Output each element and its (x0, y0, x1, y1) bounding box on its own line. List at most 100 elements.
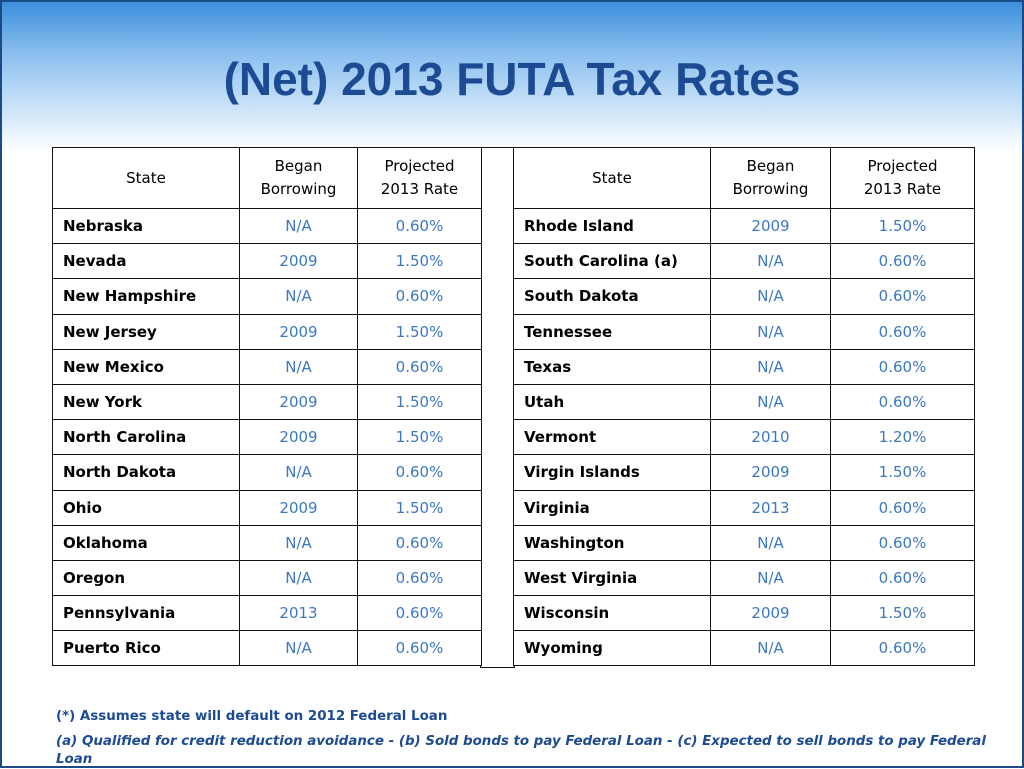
rates-table-right-body: Rhode Island 2009 1.50% South Carolina (a) N… (513, 207, 975, 667)
projected-rate-cell: 0.60% (830, 348, 975, 385)
projected-rate-cell: 0.60% (357, 524, 482, 561)
table-row: Utah N/A 0.60% (513, 383, 975, 421)
began-borrowing-cell: 2013 (710, 489, 831, 526)
rates-table-left-body: Nebraska N/A 0.60% Nevada 2009 1.50% New Hamps… (52, 207, 482, 667)
projected-rate-cell: 0.60% (357, 278, 482, 315)
state-cell: South Carolina (a) (513, 243, 711, 280)
began-borrowing-cell: 2010 (710, 419, 831, 456)
table-header-row: State Began Borrowing Projected 2013 Rate (52, 147, 482, 209)
table-row: Oklahoma N/A 0.60% (52, 524, 482, 561)
state-cell: Virgin Islands (513, 454, 711, 491)
state-cell: New Jersey (52, 313, 240, 350)
projected-rate-cell: 1.20% (830, 419, 975, 456)
state-cell: Nevada (52, 243, 240, 280)
began-borrowing-cell: 2009 (710, 454, 831, 491)
began-borrowing-cell: N/A (239, 630, 358, 667)
state-cell: Oklahoma (52, 524, 240, 561)
header-state: State (513, 147, 711, 209)
rates-table-left: State Began Borrowing Projected 2013 Rate … (52, 147, 482, 667)
began-borrowing-cell: N/A (239, 348, 358, 385)
projected-rate-cell: 0.60% (830, 489, 975, 526)
projected-rate-cell: 1.50% (830, 207, 975, 245)
header-projected-rate: Projected 2013 Rate (830, 147, 975, 209)
projected-rate-cell: 1.50% (357, 383, 482, 421)
began-borrowing-cell: N/A (710, 313, 831, 350)
state-cell: Wyoming (513, 630, 711, 667)
projected-rate-cell: 0.60% (830, 313, 975, 350)
projected-rate-cell: 0.60% (357, 454, 482, 491)
began-borrowing-cell: 2009 (710, 207, 831, 245)
began-borrowing-cell: N/A (239, 454, 358, 491)
began-borrowing-cell: N/A (710, 243, 831, 280)
table-row: New Mexico N/A 0.60% (52, 348, 482, 385)
table-row: Vermont 2010 1.20% (513, 419, 975, 456)
projected-rate-cell: 0.60% (830, 630, 975, 667)
state-cell: Texas (513, 348, 711, 385)
state-cell: Pennsylvania (52, 595, 240, 632)
began-borrowing-cell: N/A (710, 348, 831, 385)
table-header-row: State Began Borrowing Projected 2013 Rate (513, 147, 975, 209)
began-borrowing-cell: 2009 (239, 489, 358, 526)
table-gap-column (480, 147, 515, 668)
state-cell: Oregon (52, 559, 240, 597)
state-cell: New Hampshire (52, 278, 240, 315)
table-row: Wyoming N/A 0.60% (513, 630, 975, 667)
table-row: Nebraska N/A 0.60% (52, 207, 482, 245)
projected-rate-cell: 0.60% (357, 559, 482, 597)
began-borrowing-cell: 2009 (239, 313, 358, 350)
table-row: North Dakota N/A 0.60% (52, 454, 482, 491)
table-row: South Carolina (a) N/A 0.60% (513, 243, 975, 280)
began-borrowing-cell: N/A (239, 278, 358, 315)
header-began-borrowing: Began Borrowing (239, 147, 358, 209)
table-row: Wisconsin 2009 1.50% (513, 595, 975, 632)
projected-rate-cell: 1.50% (357, 243, 482, 280)
state-cell: Rhode Island (513, 207, 711, 245)
projected-rate-cell: 0.60% (830, 278, 975, 315)
table-row: Virgin Islands 2009 1.50% (513, 454, 975, 491)
state-cell: Utah (513, 383, 711, 421)
began-borrowing-cell: 2009 (710, 595, 831, 632)
projected-rate-cell: 0.60% (357, 348, 482, 385)
table-row: Oregon N/A 0.60% (52, 559, 482, 597)
rates-table-right: State Began Borrowing Projected 2013 Rate … (513, 147, 975, 667)
table-row: West Virginia N/A 0.60% (513, 559, 975, 597)
table-row: North Carolina 2009 1.50% (52, 419, 482, 456)
header-state: State (52, 147, 240, 209)
projected-rate-cell: 0.60% (357, 630, 482, 667)
table-row: New Hampshire N/A 0.60% (52, 278, 482, 315)
state-cell: North Dakota (52, 454, 240, 491)
table-row: Texas N/A 0.60% (513, 348, 975, 385)
state-cell: Vermont (513, 419, 711, 456)
state-cell: North Carolina (52, 419, 240, 456)
projected-rate-cell: 0.60% (830, 243, 975, 280)
projected-rate-cell: 0.60% (830, 524, 975, 561)
table-row: New Jersey 2009 1.50% (52, 313, 482, 350)
state-cell: Ohio (52, 489, 240, 526)
state-cell: West Virginia (513, 559, 711, 597)
began-borrowing-cell: N/A (239, 559, 358, 597)
state-cell: Washington (513, 524, 711, 561)
began-borrowing-cell: 2009 (239, 419, 358, 456)
began-borrowing-cell: N/A (239, 207, 358, 245)
began-borrowing-cell: N/A (710, 630, 831, 667)
state-cell: Nebraska (52, 207, 240, 245)
projected-rate-cell: 1.50% (830, 454, 975, 491)
slide-title: (Net) 2013 FUTA Tax Rates (223, 53, 801, 105)
projected-rate-cell: 0.60% (830, 383, 975, 421)
state-cell: New York (52, 383, 240, 421)
began-borrowing-cell: N/A (710, 278, 831, 315)
footnote-legend: (a) Qualified for credit reduction avoid… (56, 734, 986, 767)
state-cell: New Mexico (52, 348, 240, 385)
began-borrowing-cell: 2009 (239, 383, 358, 421)
footnote-default: (*) Assumes state will default on 2012 F… (56, 709, 448, 724)
table-row: Ohio 2009 1.50% (52, 489, 482, 526)
footnotes: (*) Assumes state will default on 2012 F… (56, 708, 1022, 767)
projected-rate-cell: 0.60% (357, 207, 482, 245)
table-row: South Dakota N/A 0.60% (513, 278, 975, 315)
projected-rate-cell: 1.50% (830, 595, 975, 632)
state-cell: Tennessee (513, 313, 711, 350)
table-row: Tennessee N/A 0.60% (513, 313, 975, 350)
began-borrowing-cell: 2013 (239, 595, 358, 632)
header-began-borrowing: Began Borrowing (710, 147, 831, 209)
